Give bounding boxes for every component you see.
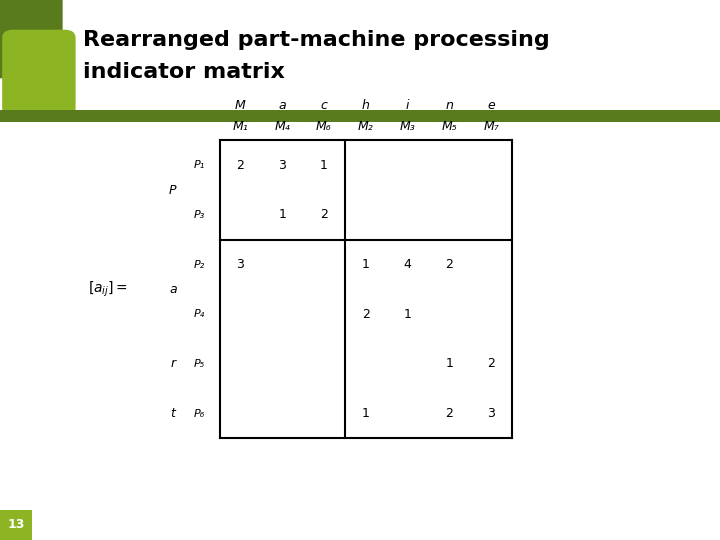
Text: 1: 1 (320, 159, 328, 172)
Text: $[a_{ij}]=$: $[a_{ij}]=$ (88, 280, 128, 299)
Text: 13: 13 (7, 518, 24, 531)
Text: P₄: P₄ (194, 309, 205, 319)
Text: M₄: M₄ (274, 120, 290, 133)
Text: 2: 2 (237, 159, 244, 172)
Text: M₂: M₂ (358, 120, 374, 133)
Text: M₃: M₃ (400, 120, 415, 133)
Text: 2: 2 (446, 258, 453, 271)
Text: 3: 3 (237, 258, 244, 271)
Text: 3: 3 (487, 407, 495, 420)
Text: c: c (320, 99, 328, 112)
Text: P₁: P₁ (194, 160, 205, 170)
Text: h: h (362, 99, 369, 112)
Text: P₅: P₅ (194, 359, 205, 369)
Text: M₇: M₇ (483, 120, 499, 133)
Text: P: P (169, 184, 176, 197)
Text: 2: 2 (362, 308, 369, 321)
Text: M₅: M₅ (441, 120, 457, 133)
Text: 3: 3 (279, 159, 286, 172)
Text: M₆: M₆ (316, 120, 332, 133)
Text: P₃: P₃ (194, 210, 205, 220)
Text: 2: 2 (487, 357, 495, 370)
Text: M₁: M₁ (233, 120, 248, 133)
Text: a: a (279, 99, 286, 112)
Text: 1: 1 (362, 407, 369, 420)
Text: M: M (235, 99, 246, 112)
Text: 4: 4 (404, 258, 411, 271)
Text: 2: 2 (446, 407, 453, 420)
Text: 1: 1 (362, 258, 369, 271)
Text: P₆: P₆ (194, 409, 205, 419)
Text: n: n (446, 99, 453, 112)
Text: indicator matrix: indicator matrix (83, 62, 284, 82)
Text: a: a (169, 283, 176, 296)
Text: e: e (487, 99, 495, 112)
Text: 1: 1 (446, 357, 453, 370)
Text: 1: 1 (404, 308, 411, 321)
Text: P₂: P₂ (194, 260, 205, 269)
Text: 2: 2 (320, 208, 328, 221)
Text: r: r (170, 357, 176, 370)
Text: i: i (406, 99, 409, 112)
Text: Rearranged part-machine processing: Rearranged part-machine processing (83, 30, 549, 50)
Text: t: t (171, 407, 175, 420)
Text: 1: 1 (279, 208, 286, 221)
